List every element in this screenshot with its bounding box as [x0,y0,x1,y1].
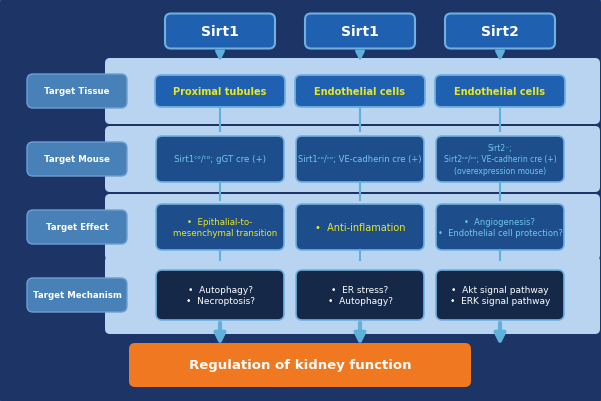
FancyBboxPatch shape [27,75,127,109]
Text: Endothelial cells: Endothelial cells [314,87,406,97]
Text: Regulation of kidney function: Regulation of kidney function [189,358,411,372]
FancyBboxPatch shape [436,205,564,250]
FancyBboxPatch shape [296,205,424,250]
Text: •  Autophagy?
•  Necroptosis?: • Autophagy? • Necroptosis? [186,285,254,305]
FancyBboxPatch shape [105,59,600,125]
Text: •  Akt signal pathway
•  ERK signal pathway: • Akt signal pathway • ERK signal pathwa… [450,285,550,305]
FancyBboxPatch shape [27,211,127,244]
FancyBboxPatch shape [436,270,564,320]
FancyBboxPatch shape [156,137,284,182]
FancyBboxPatch shape [156,270,284,320]
FancyBboxPatch shape [436,137,564,182]
FancyBboxPatch shape [155,76,285,108]
Text: Target Mechanism: Target Mechanism [32,291,121,300]
Text: Sirt2: Sirt2 [481,25,519,39]
Text: •  Epithalial-to-
    mesenchymal transition: • Epithalial-to- mesenchymal transition [162,217,278,237]
Text: Sirt1: Sirt1 [201,25,239,39]
FancyBboxPatch shape [435,76,565,108]
Text: Proximal tubules: Proximal tubules [173,87,267,97]
Text: Sirt1ᶜᵒ/ᶜᵒ; gGT cre (+): Sirt1ᶜᵒ/ᶜᵒ; gGT cre (+) [174,155,266,164]
Text: •  ER stress?
•  Autophagy?: • ER stress? • Autophagy? [328,285,392,305]
FancyBboxPatch shape [105,194,600,260]
FancyBboxPatch shape [296,270,424,320]
FancyBboxPatch shape [295,76,425,108]
Text: Target Tissue: Target Tissue [44,87,110,96]
FancyBboxPatch shape [445,14,555,49]
Text: •  Anti-inflamation: • Anti-inflamation [315,223,405,233]
FancyBboxPatch shape [27,278,127,312]
Text: •  Angiogenesis?
•  Endothelial cell protection?: • Angiogenesis? • Endothelial cell prote… [438,217,563,237]
Text: Sirt1: Sirt1 [341,25,379,39]
FancyBboxPatch shape [129,343,471,387]
Text: Endothelial cells: Endothelial cells [454,87,546,97]
Text: Sirt2⁻;
Sirt2ᶜᵒ/ᶜᵒ; VE-cadherin cre (+)
(overexpression mouse): Sirt2⁻; Sirt2ᶜᵒ/ᶜᵒ; VE-cadherin cre (+) … [444,144,557,175]
Text: Target Mouse: Target Mouse [44,155,110,164]
FancyBboxPatch shape [156,205,284,250]
FancyBboxPatch shape [105,127,600,192]
FancyBboxPatch shape [27,143,127,176]
Text: Sirt1ᶜᵒ/ᶜᵒ; VE-cadherin cre (+): Sirt1ᶜᵒ/ᶜᵒ; VE-cadherin cre (+) [298,155,422,164]
FancyBboxPatch shape [105,256,600,334]
FancyBboxPatch shape [296,137,424,182]
Text: Target Effect: Target Effect [46,223,108,232]
FancyBboxPatch shape [305,14,415,49]
FancyBboxPatch shape [165,14,275,49]
